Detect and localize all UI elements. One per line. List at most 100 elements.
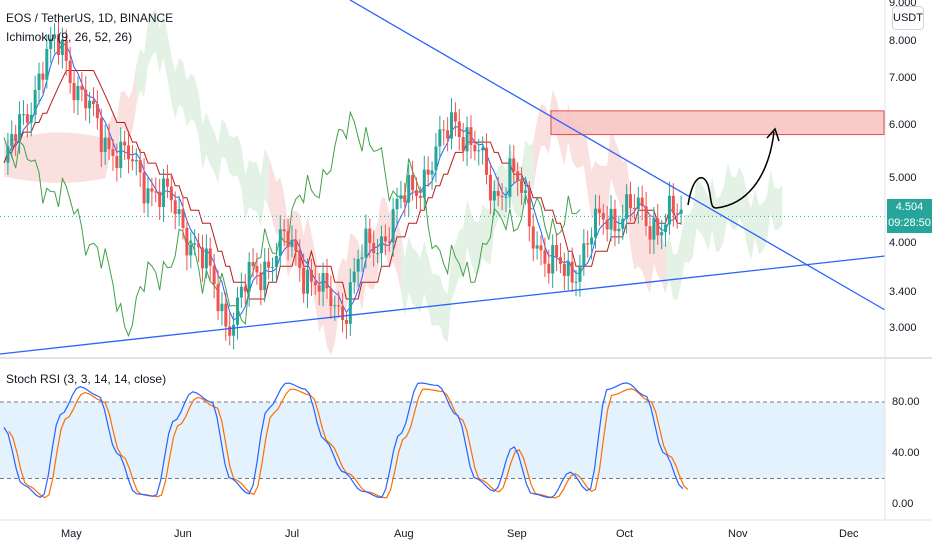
candle-body (197, 243, 201, 248)
cloud-segment (136, 8, 269, 228)
candle-body (520, 180, 524, 193)
candle-body (609, 208, 613, 230)
candle-body (333, 305, 337, 307)
stoch-tick-label: 80.00 (892, 396, 920, 408)
candle-body (208, 248, 212, 266)
candle-body (648, 226, 652, 240)
candle-body (671, 195, 675, 214)
candle-body (395, 198, 399, 210)
resistance-zone[interactable] (550, 110, 885, 136)
candle-body (605, 219, 609, 230)
candle-body (173, 200, 177, 215)
ascending-trendline[interactable] (0, 255, 886, 355)
candle-body (84, 89, 88, 109)
stoch-tick-label: 40.00 (892, 447, 920, 459)
candle-body (313, 281, 317, 286)
candle-body (41, 73, 45, 80)
candle-body (597, 208, 601, 214)
candle-body (282, 229, 286, 232)
candle-body (111, 149, 115, 156)
cloud-segment (400, 140, 534, 343)
candle-body (306, 269, 310, 294)
candle-body (488, 174, 492, 201)
candle-body (302, 267, 306, 294)
candle-body (422, 169, 426, 198)
candle-body (675, 213, 679, 215)
candle-body (181, 209, 185, 228)
symbol-legend[interactable]: EOS / TetherUS, 1D, BINANCE (6, 11, 174, 25)
candle-body (6, 146, 10, 163)
candle-body (95, 104, 99, 119)
candle-body (259, 272, 263, 291)
candle-body (267, 261, 271, 268)
candle-body (364, 228, 368, 258)
price-tick-label: 3.400 (889, 286, 917, 298)
candle-body (578, 265, 582, 282)
stoch-rsi-legend[interactable]: Stoch RSI (3, 3, 14, 14, close) (6, 372, 167, 386)
month-label: Aug (394, 528, 414, 540)
candle-body (169, 186, 173, 201)
candle-body (356, 258, 360, 272)
candle-body (376, 253, 380, 255)
candle-body (130, 159, 134, 162)
candle-body (539, 245, 543, 251)
stoch-tick-label: 0.00 (892, 498, 914, 510)
candle-body (555, 244, 559, 258)
candle-body (453, 112, 457, 122)
candle-body (56, 34, 60, 55)
candle-body (562, 263, 566, 276)
candle-body (500, 195, 504, 198)
candle-body (317, 285, 321, 292)
candle-body (119, 141, 123, 169)
annotation-zones[interactable] (550, 110, 885, 136)
candle-body (45, 48, 49, 80)
candle-body (531, 226, 535, 249)
candle-body (352, 271, 356, 283)
candle-body (442, 129, 446, 131)
candle-body (298, 251, 302, 268)
candle-body (60, 39, 64, 55)
candle-body (107, 137, 111, 150)
candlestick-series (6, 20, 683, 350)
candle-body (570, 261, 574, 283)
month-label: Jun (174, 528, 192, 540)
currency-badge[interactable]: USDT (892, 6, 924, 30)
candle-body (660, 232, 664, 236)
candle-body (664, 224, 668, 233)
month-label: Sep (507, 528, 527, 540)
candle-body (49, 38, 53, 49)
candle-body (286, 231, 290, 248)
candle-body (162, 178, 166, 207)
candle-body (383, 236, 387, 242)
candle-body (558, 257, 562, 264)
candle-body (492, 190, 496, 201)
stoch-k-line (3, 382, 684, 499)
candle-body (644, 206, 648, 227)
candle-body (512, 158, 516, 172)
candle-body (450, 112, 454, 139)
candle-body (344, 319, 348, 324)
candle-body (123, 141, 127, 146)
candle-body (274, 256, 278, 268)
candle-body (446, 130, 450, 139)
candle-body (255, 266, 259, 273)
candle-body (407, 175, 411, 203)
ichimoku-legend[interactable]: Ichimoku (9, 26, 52, 26) (6, 30, 133, 44)
drawing-tools[interactable] (0, 0, 886, 355)
candle-body (154, 191, 158, 193)
descending-trendline[interactable] (349, 0, 886, 311)
candle-body (593, 208, 597, 238)
candle-body (414, 190, 418, 196)
chikou-line (3, 110, 581, 338)
projection-arrow[interactable] (687, 131, 775, 209)
candle-body (426, 169, 430, 175)
candle-body (228, 326, 232, 336)
candle-body (574, 281, 578, 283)
candle-body (193, 243, 197, 245)
candle-body (387, 241, 391, 243)
candle-body (434, 146, 438, 171)
candle-body (177, 209, 181, 215)
axes (0, 0, 932, 521)
